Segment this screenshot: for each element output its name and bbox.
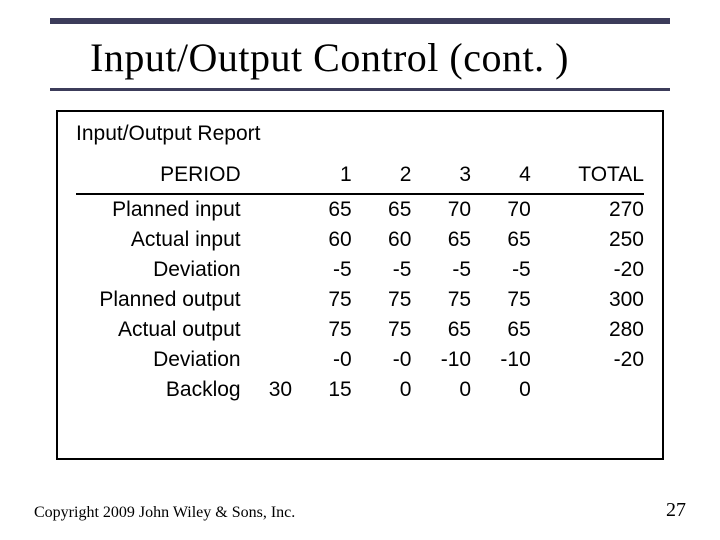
table-row: Planned input 65 65 70 70 270 bbox=[76, 194, 644, 225]
row-label: Deviation bbox=[76, 255, 241, 285]
page-title: Input/Output Control (cont. ) bbox=[90, 34, 569, 81]
row-label: Planned output bbox=[76, 285, 241, 315]
cell: -5 bbox=[352, 255, 412, 285]
cell: 0 bbox=[352, 375, 412, 405]
cell: 70 bbox=[411, 194, 471, 225]
report-title: Input/Output Report bbox=[76, 122, 644, 146]
cell: 60 bbox=[352, 225, 412, 255]
cell: 15 bbox=[292, 375, 352, 405]
cell: -10 bbox=[411, 345, 471, 375]
table-row: Backlog 30 15 0 0 0 bbox=[76, 375, 644, 405]
table-row: Planned output 75 75 75 75 300 bbox=[76, 285, 644, 315]
cell: 75 bbox=[292, 315, 352, 345]
cell: 75 bbox=[352, 315, 412, 345]
hdr-col-4: 4 bbox=[471, 160, 531, 194]
table-header-row: PERIOD 1 2 3 4 TOTAL bbox=[76, 160, 644, 194]
title-rule-top bbox=[50, 18, 670, 24]
cell: 0 bbox=[471, 375, 531, 405]
hdr-col-3: 3 bbox=[411, 160, 471, 194]
page-number: 27 bbox=[666, 499, 686, 522]
cell: -5 bbox=[292, 255, 352, 285]
slide: Input/Output Control (cont. ) Input/Outp… bbox=[0, 0, 720, 540]
cell: 75 bbox=[292, 285, 352, 315]
cell: 75 bbox=[411, 285, 471, 315]
io-table: PERIOD 1 2 3 4 TOTAL Planned input 65 65… bbox=[76, 160, 644, 405]
cell: -0 bbox=[292, 345, 352, 375]
cell: 65 bbox=[471, 315, 531, 345]
cell: -0 bbox=[352, 345, 412, 375]
cell: 65 bbox=[471, 225, 531, 255]
title-rule-bottom bbox=[50, 88, 670, 91]
table-row: Deviation -0 -0 -10 -10 -20 bbox=[76, 345, 644, 375]
row-pre bbox=[241, 225, 292, 255]
cell: 60 bbox=[292, 225, 352, 255]
row-pre: 30 bbox=[241, 375, 292, 405]
cell: 70 bbox=[471, 194, 531, 225]
row-pre bbox=[241, 285, 292, 315]
cell-total bbox=[531, 375, 644, 405]
hdr-total: TOTAL bbox=[531, 160, 644, 194]
cell: 65 bbox=[411, 315, 471, 345]
hdr-period: PERIOD bbox=[76, 160, 241, 194]
cell: 75 bbox=[471, 285, 531, 315]
cell-total: 250 bbox=[531, 225, 644, 255]
hdr-col-2: 2 bbox=[352, 160, 412, 194]
cell-total: 300 bbox=[531, 285, 644, 315]
cell-total: 280 bbox=[531, 315, 644, 345]
row-pre bbox=[241, 315, 292, 345]
row-pre bbox=[241, 345, 292, 375]
cell: -10 bbox=[471, 345, 531, 375]
cell-total: -20 bbox=[531, 345, 644, 375]
cell: 65 bbox=[352, 194, 412, 225]
row-label: Actual output bbox=[76, 315, 241, 345]
cell: 75 bbox=[352, 285, 412, 315]
hdr-col-1: 1 bbox=[292, 160, 352, 194]
row-label: Planned input bbox=[76, 194, 241, 225]
row-label: Actual input bbox=[76, 225, 241, 255]
table-row: Deviation -5 -5 -5 -5 -20 bbox=[76, 255, 644, 285]
cell-total: 270 bbox=[531, 194, 644, 225]
hdr-pre bbox=[241, 160, 292, 194]
report-card: Input/Output Report PERIOD 1 2 3 4 TOTAL… bbox=[56, 110, 664, 460]
cell: 65 bbox=[411, 225, 471, 255]
cell: 0 bbox=[411, 375, 471, 405]
cell: 65 bbox=[292, 194, 352, 225]
rule-tick-bottom bbox=[50, 88, 56, 91]
row-pre bbox=[241, 194, 292, 225]
rule-tick-top bbox=[50, 18, 56, 24]
row-label: Deviation bbox=[76, 345, 241, 375]
row-pre bbox=[241, 255, 292, 285]
copyright-footer: Copyright 2009 John Wiley & Sons, Inc. bbox=[34, 504, 295, 522]
cell: -5 bbox=[411, 255, 471, 285]
row-label: Backlog bbox=[76, 375, 241, 405]
cell-total: -20 bbox=[531, 255, 644, 285]
cell: -5 bbox=[471, 255, 531, 285]
table-row: Actual output 75 75 65 65 280 bbox=[76, 315, 644, 345]
table-row: Actual input 60 60 65 65 250 bbox=[76, 225, 644, 255]
